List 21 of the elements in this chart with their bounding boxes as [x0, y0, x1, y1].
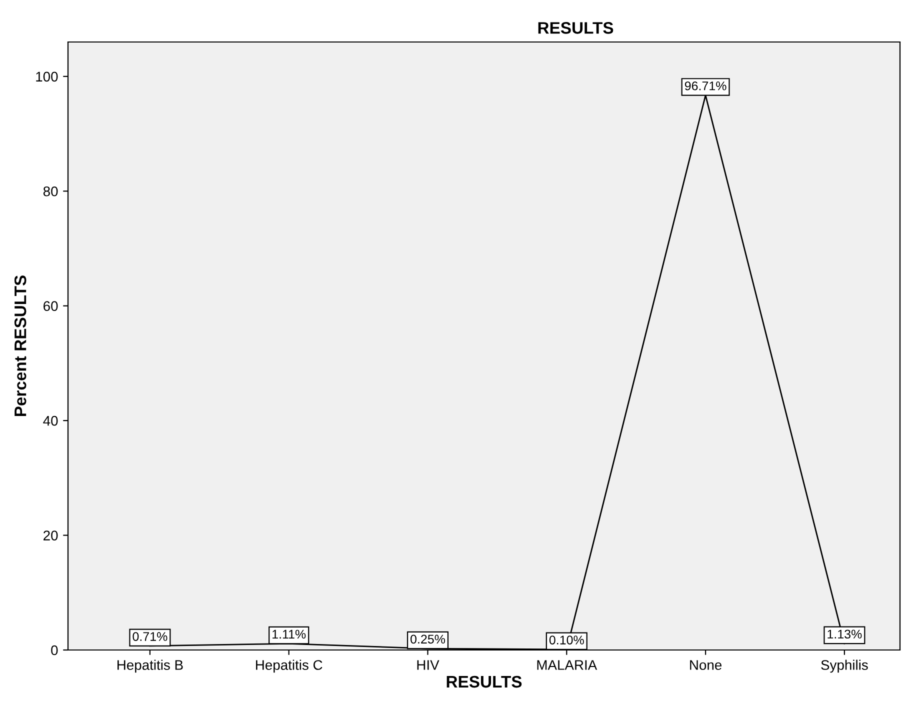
data-label: 1.13%	[828, 630, 862, 639]
x-tick-label: HIV	[417, 660, 440, 670]
y-tick-label: 40	[43, 416, 58, 426]
y-axis-title: Percent RESULTS	[14, 275, 26, 416]
data-label: 1.11%	[272, 630, 306, 639]
x-tick-label: Hepatitis B	[118, 660, 183, 673]
x-tick-label: None	[690, 660, 722, 670]
x-axis-title: RESULTS	[446, 676, 522, 688]
data-label: 0.10%	[549, 636, 584, 644]
y-tick-label: 0	[51, 645, 58, 656]
x-tick-label: Syphilis	[821, 660, 868, 673]
x-tick-label: Hepatitis C	[256, 660, 322, 673]
y-tick-label: 20	[44, 530, 58, 540]
data-label: 96.71%	[684, 81, 726, 90]
x-tick-label: MALARIA	[537, 660, 598, 670]
y-tick-label: 100	[36, 72, 58, 82]
y-tick-label: 80	[43, 186, 58, 196]
y-tick-label: 60	[44, 301, 58, 312]
data-label: 0.71%	[132, 632, 168, 641]
chart-title: RESULTS	[538, 22, 614, 34]
data-label: 0.25%	[410, 634, 446, 644]
